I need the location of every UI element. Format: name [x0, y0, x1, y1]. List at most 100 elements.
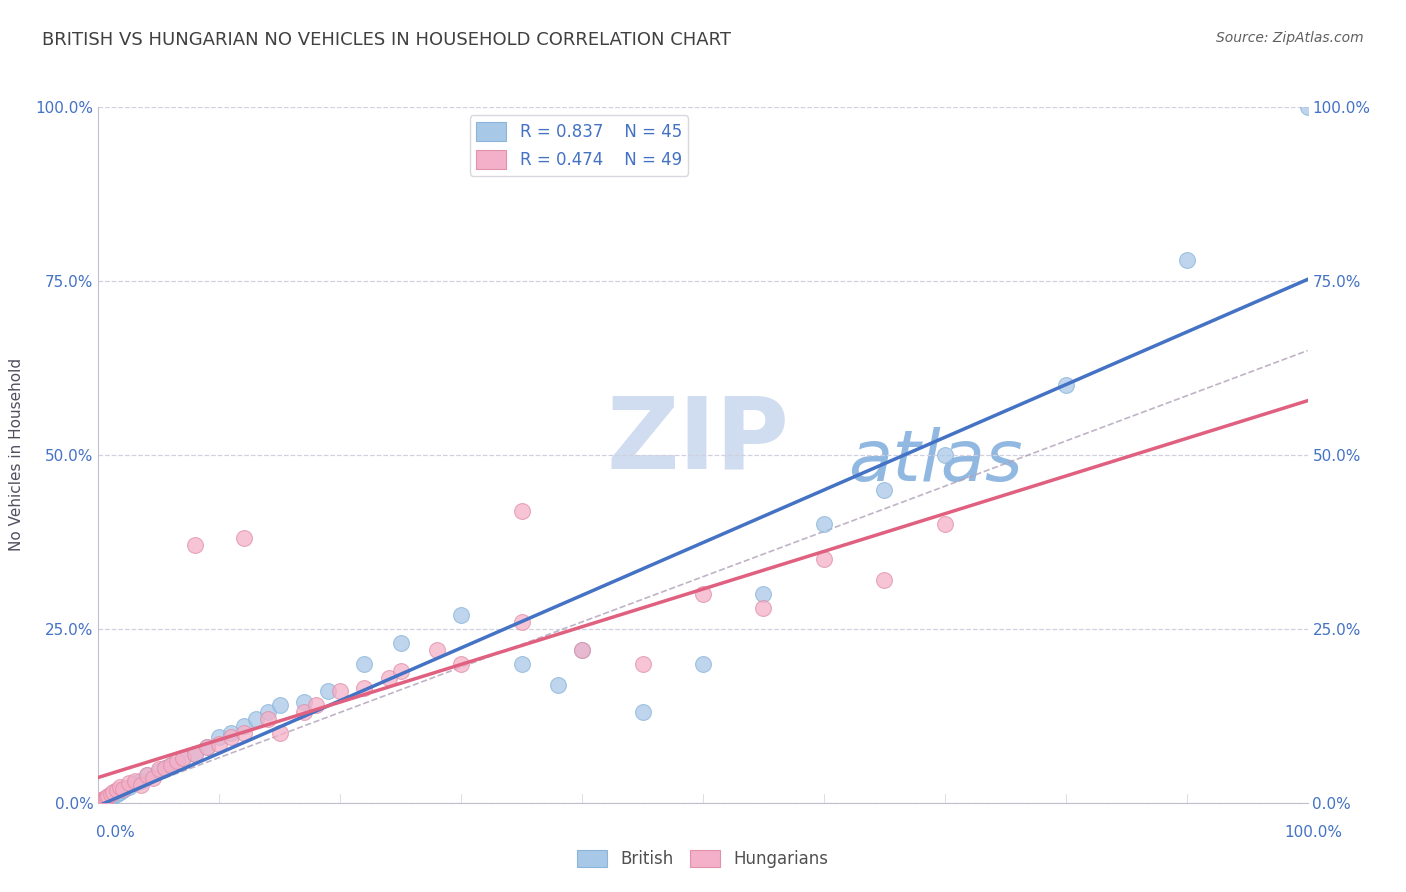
- Point: [111, 781, 134, 796]
- Point: [142, 772, 165, 786]
- Text: ZIP: ZIP: [606, 392, 789, 490]
- Point: [221, 730, 243, 744]
- Point: [426, 642, 449, 657]
- Point: [195, 740, 218, 755]
- Point: [153, 761, 176, 775]
- Point: [631, 657, 654, 671]
- Point: [571, 642, 593, 657]
- Point: [160, 757, 183, 772]
- Point: [108, 780, 131, 795]
- Point: [450, 607, 472, 622]
- Point: [377, 671, 399, 685]
- Point: [172, 750, 194, 764]
- Point: [111, 783, 134, 797]
- Point: [93, 793, 115, 807]
- Point: [813, 517, 835, 532]
- Point: [90, 794, 112, 808]
- Point: [93, 793, 115, 807]
- Point: [256, 706, 278, 720]
- Point: [510, 615, 533, 629]
- Point: [172, 750, 194, 764]
- Point: [166, 754, 188, 768]
- Point: [97, 789, 120, 803]
- Point: [450, 657, 472, 671]
- Point: [208, 730, 231, 744]
- Point: [94, 791, 117, 805]
- Point: [91, 794, 114, 808]
- Point: [292, 706, 315, 720]
- Point: [105, 788, 128, 802]
- Point: [873, 573, 896, 587]
- Point: [245, 712, 267, 726]
- Point: [232, 719, 254, 733]
- Text: Source: ZipAtlas.com: Source: ZipAtlas.com: [1216, 31, 1364, 45]
- Point: [934, 448, 956, 462]
- Point: [389, 664, 412, 678]
- Point: [94, 794, 117, 808]
- Legend: British, Hungarians: British, Hungarians: [571, 843, 835, 874]
- Point: [232, 726, 254, 740]
- Point: [329, 684, 352, 698]
- Point: [269, 698, 291, 713]
- Point: [153, 761, 176, 775]
- Point: [124, 773, 146, 788]
- Point: [510, 503, 533, 517]
- Point: [195, 740, 218, 755]
- Point: [101, 789, 124, 803]
- Point: [129, 778, 152, 792]
- Point: [389, 636, 412, 650]
- Point: [305, 698, 328, 713]
- Point: [934, 517, 956, 532]
- Point: [752, 587, 775, 601]
- Point: [547, 677, 569, 691]
- Point: [631, 706, 654, 720]
- Point: [221, 726, 243, 740]
- Point: [96, 790, 118, 805]
- Point: [256, 712, 278, 726]
- Text: 0.0%: 0.0%: [96, 825, 135, 840]
- Text: BRITISH VS HUNGARIAN NO VEHICLES IN HOUSEHOLD CORRELATION CHART: BRITISH VS HUNGARIAN NO VEHICLES IN HOUS…: [42, 31, 731, 49]
- Point: [118, 776, 141, 790]
- Point: [124, 776, 146, 790]
- Point: [873, 483, 896, 497]
- Point: [105, 783, 128, 797]
- Point: [813, 552, 835, 566]
- Point: [353, 681, 375, 695]
- Point: [232, 532, 254, 546]
- Point: [184, 538, 207, 552]
- Point: [96, 792, 118, 806]
- Point: [571, 642, 593, 657]
- Y-axis label: No Vehicles in Household: No Vehicles in Household: [10, 359, 24, 551]
- Text: 100.0%: 100.0%: [1285, 825, 1343, 840]
- Point: [692, 587, 714, 601]
- Point: [292, 695, 315, 709]
- Point: [101, 785, 124, 799]
- Point: [135, 768, 157, 782]
- Point: [692, 657, 714, 671]
- Point: [269, 726, 291, 740]
- Point: [316, 684, 339, 698]
- Point: [89, 794, 111, 808]
- Point: [90, 795, 112, 809]
- Point: [100, 788, 122, 802]
- Point: [100, 790, 122, 805]
- Point: [91, 792, 114, 806]
- Point: [752, 601, 775, 615]
- Point: [510, 657, 533, 671]
- Point: [184, 747, 207, 761]
- Point: [160, 757, 183, 772]
- Point: [1054, 378, 1077, 392]
- Point: [1296, 100, 1319, 114]
- Point: [184, 747, 207, 761]
- Point: [148, 764, 170, 779]
- Point: [148, 763, 170, 777]
- Point: [129, 773, 152, 788]
- Point: [108, 785, 131, 799]
- Point: [91, 794, 114, 808]
- Point: [118, 780, 141, 795]
- Point: [97, 792, 120, 806]
- Point: [208, 737, 231, 751]
- Text: atlas: atlas: [848, 427, 1022, 496]
- Point: [353, 657, 375, 671]
- Point: [135, 768, 157, 782]
